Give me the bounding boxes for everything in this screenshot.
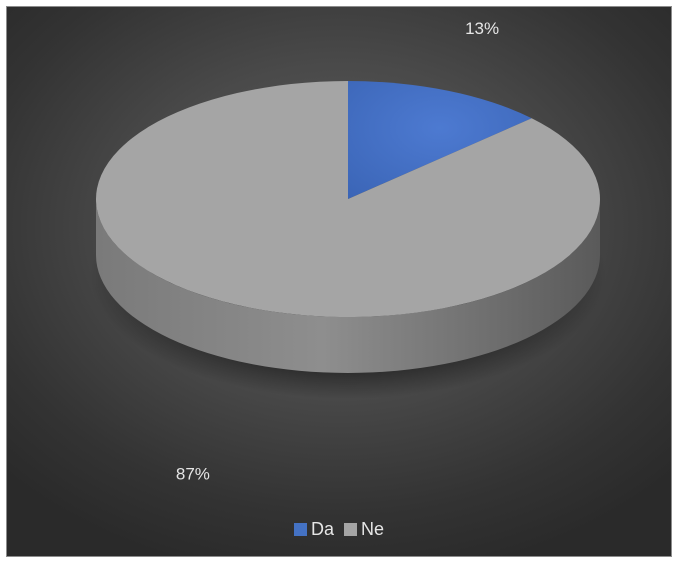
pie-chart: 13% 87%: [90, 19, 606, 484]
data-label-ne: 87%: [176, 465, 210, 484]
pie-slice-ne: [96, 81, 600, 318]
pie-slice-da: [348, 81, 532, 199]
pie-side-wall: [96, 199, 600, 373]
legend-swatch-ne: [344, 523, 357, 536]
legend-item-ne: Ne: [344, 519, 384, 540]
legend-swatch-da: [293, 523, 307, 536]
data-label-da: 13%: [465, 19, 499, 38]
chart-legend: Da Ne: [7, 519, 671, 540]
legend-label-da: Da: [310, 519, 334, 539]
chart-area: 13% 87% Da Ne: [6, 6, 672, 557]
legend-item-da: Da: [293, 519, 334, 540]
legend-label-ne: Ne: [361, 519, 385, 539]
